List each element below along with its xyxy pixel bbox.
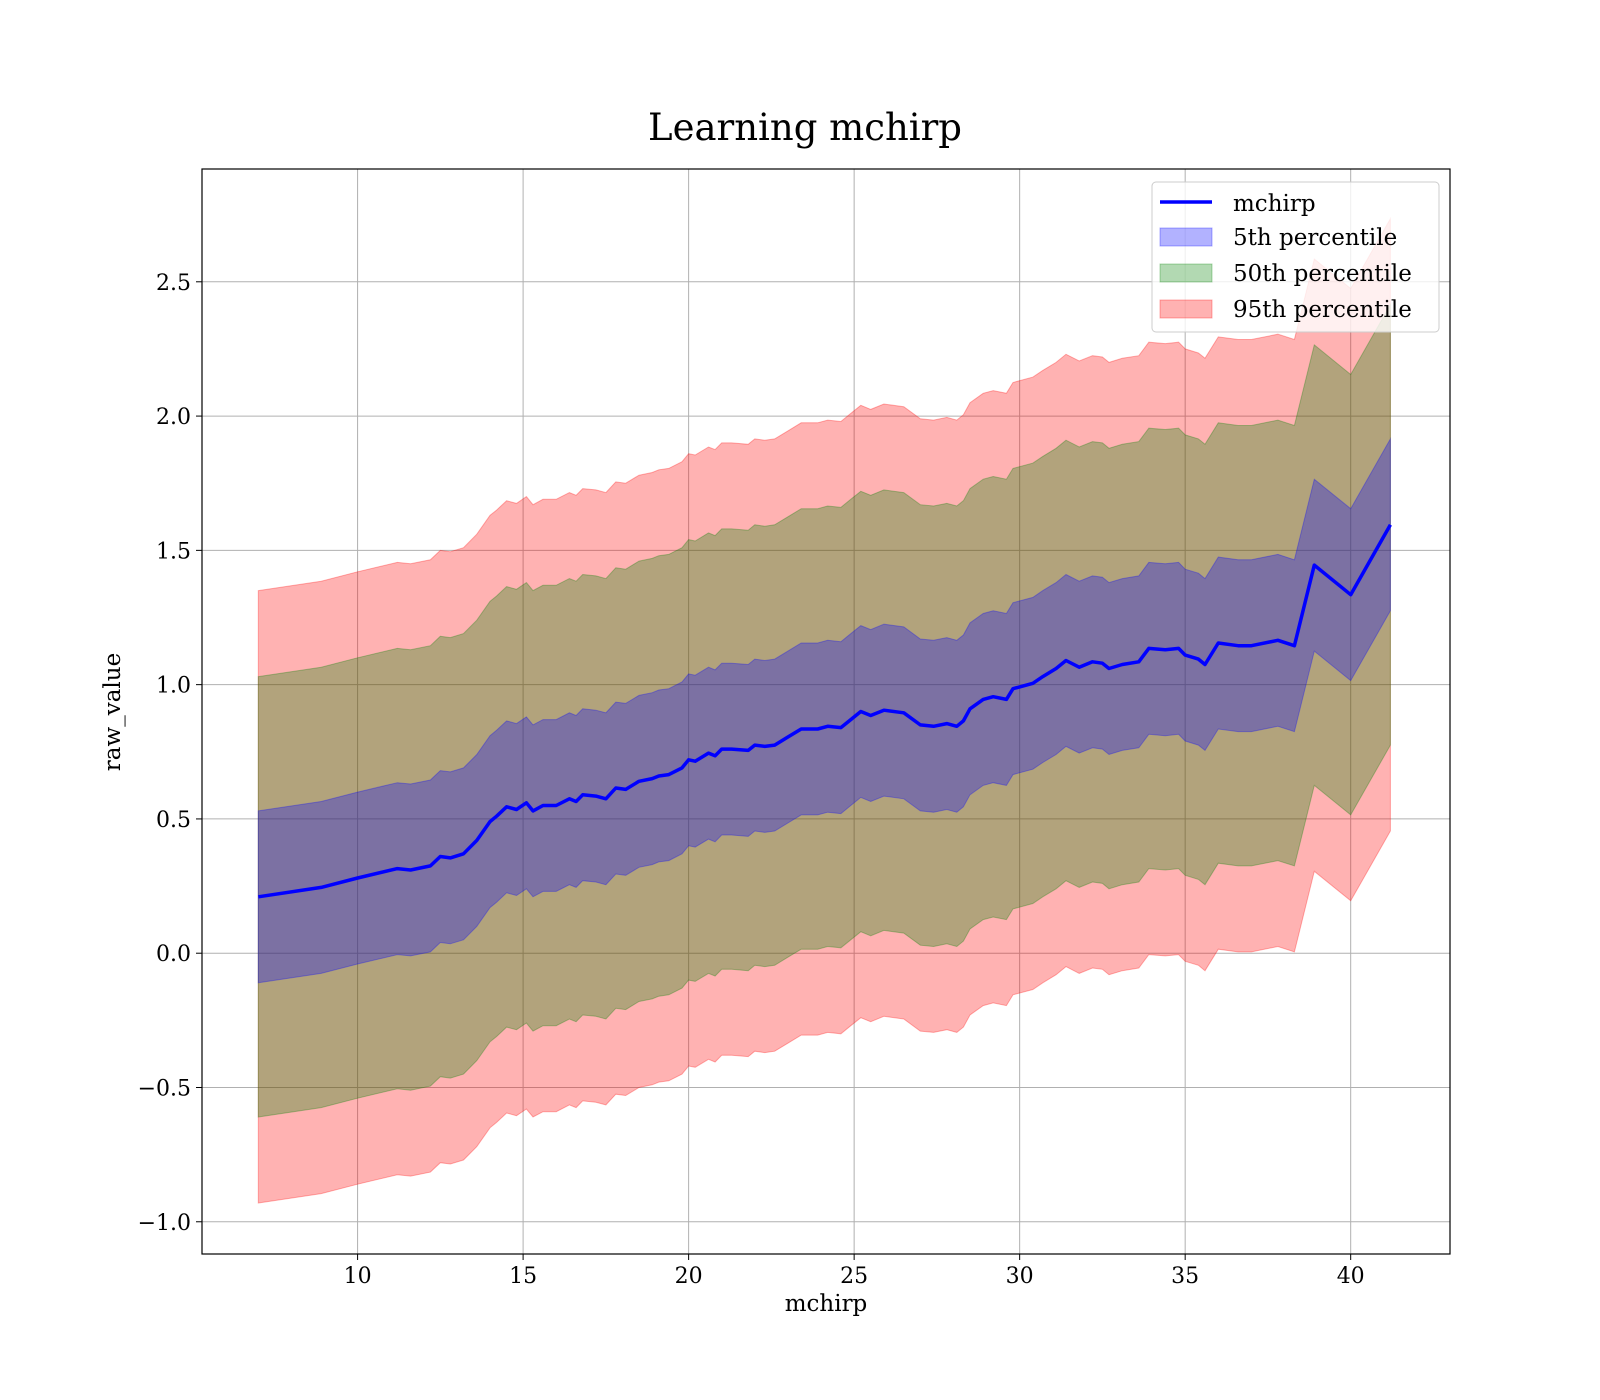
x-tick-label: 25 [840,1264,868,1289]
y-tick-label: 2.5 [156,271,191,296]
y-tick-label: 0.5 [156,808,191,833]
legend-label-95th: 95th percentile [1233,297,1412,323]
legend-box [1151,181,1440,333]
y-tick-label: 2.0 [156,405,191,430]
series-line-mchirp [258,523,1392,899]
percentile-bands [257,216,1391,1204]
band-5th [257,437,1391,984]
legend-swatch-50th [1159,263,1213,283]
y-tick-label: −1.0 [138,1211,191,1236]
y-tick-label: 0.0 [156,942,191,967]
x-tick-label: 15 [509,1264,537,1289]
chart-title: Learning mchirp [648,106,962,149]
x-axis-label: mchirp [785,1291,868,1317]
x-axis-ticks: 10 15 20 25 30 35 40 [344,1254,1365,1289]
band-50th [257,302,1391,1118]
y-tick-label: 1.5 [156,539,191,564]
legend: mchirp 5th percentile 50th percentile 95… [1151,181,1440,333]
legend-swatch-5th [1159,227,1213,247]
legend-label-5th: 5th percentile [1233,225,1397,251]
x-tick-label: 40 [1337,1264,1365,1289]
series-lines [258,523,1392,899]
legend-label-mchirp: mchirp [1233,191,1316,217]
x-tick-label: 30 [1006,1264,1034,1289]
x-tick-label: 35 [1171,1264,1199,1289]
grid [202,169,1450,1254]
plot-frame [201,168,1451,1255]
y-axis-label: raw_value [100,653,126,771]
y-tick-label: −0.5 [138,1076,191,1101]
x-tick-label: 20 [675,1264,703,1289]
legend-swatch-95th [1159,299,1213,319]
y-axis-ticks: −1.0 −0.5 0.0 0.5 1.0 1.5 2.0 2.5 [138,271,202,1236]
y-tick-label: 1.0 [156,674,191,699]
x-tick-label: 10 [344,1264,372,1289]
band-95th [257,216,1391,1204]
legend-label-50th: 50th percentile [1233,261,1412,287]
